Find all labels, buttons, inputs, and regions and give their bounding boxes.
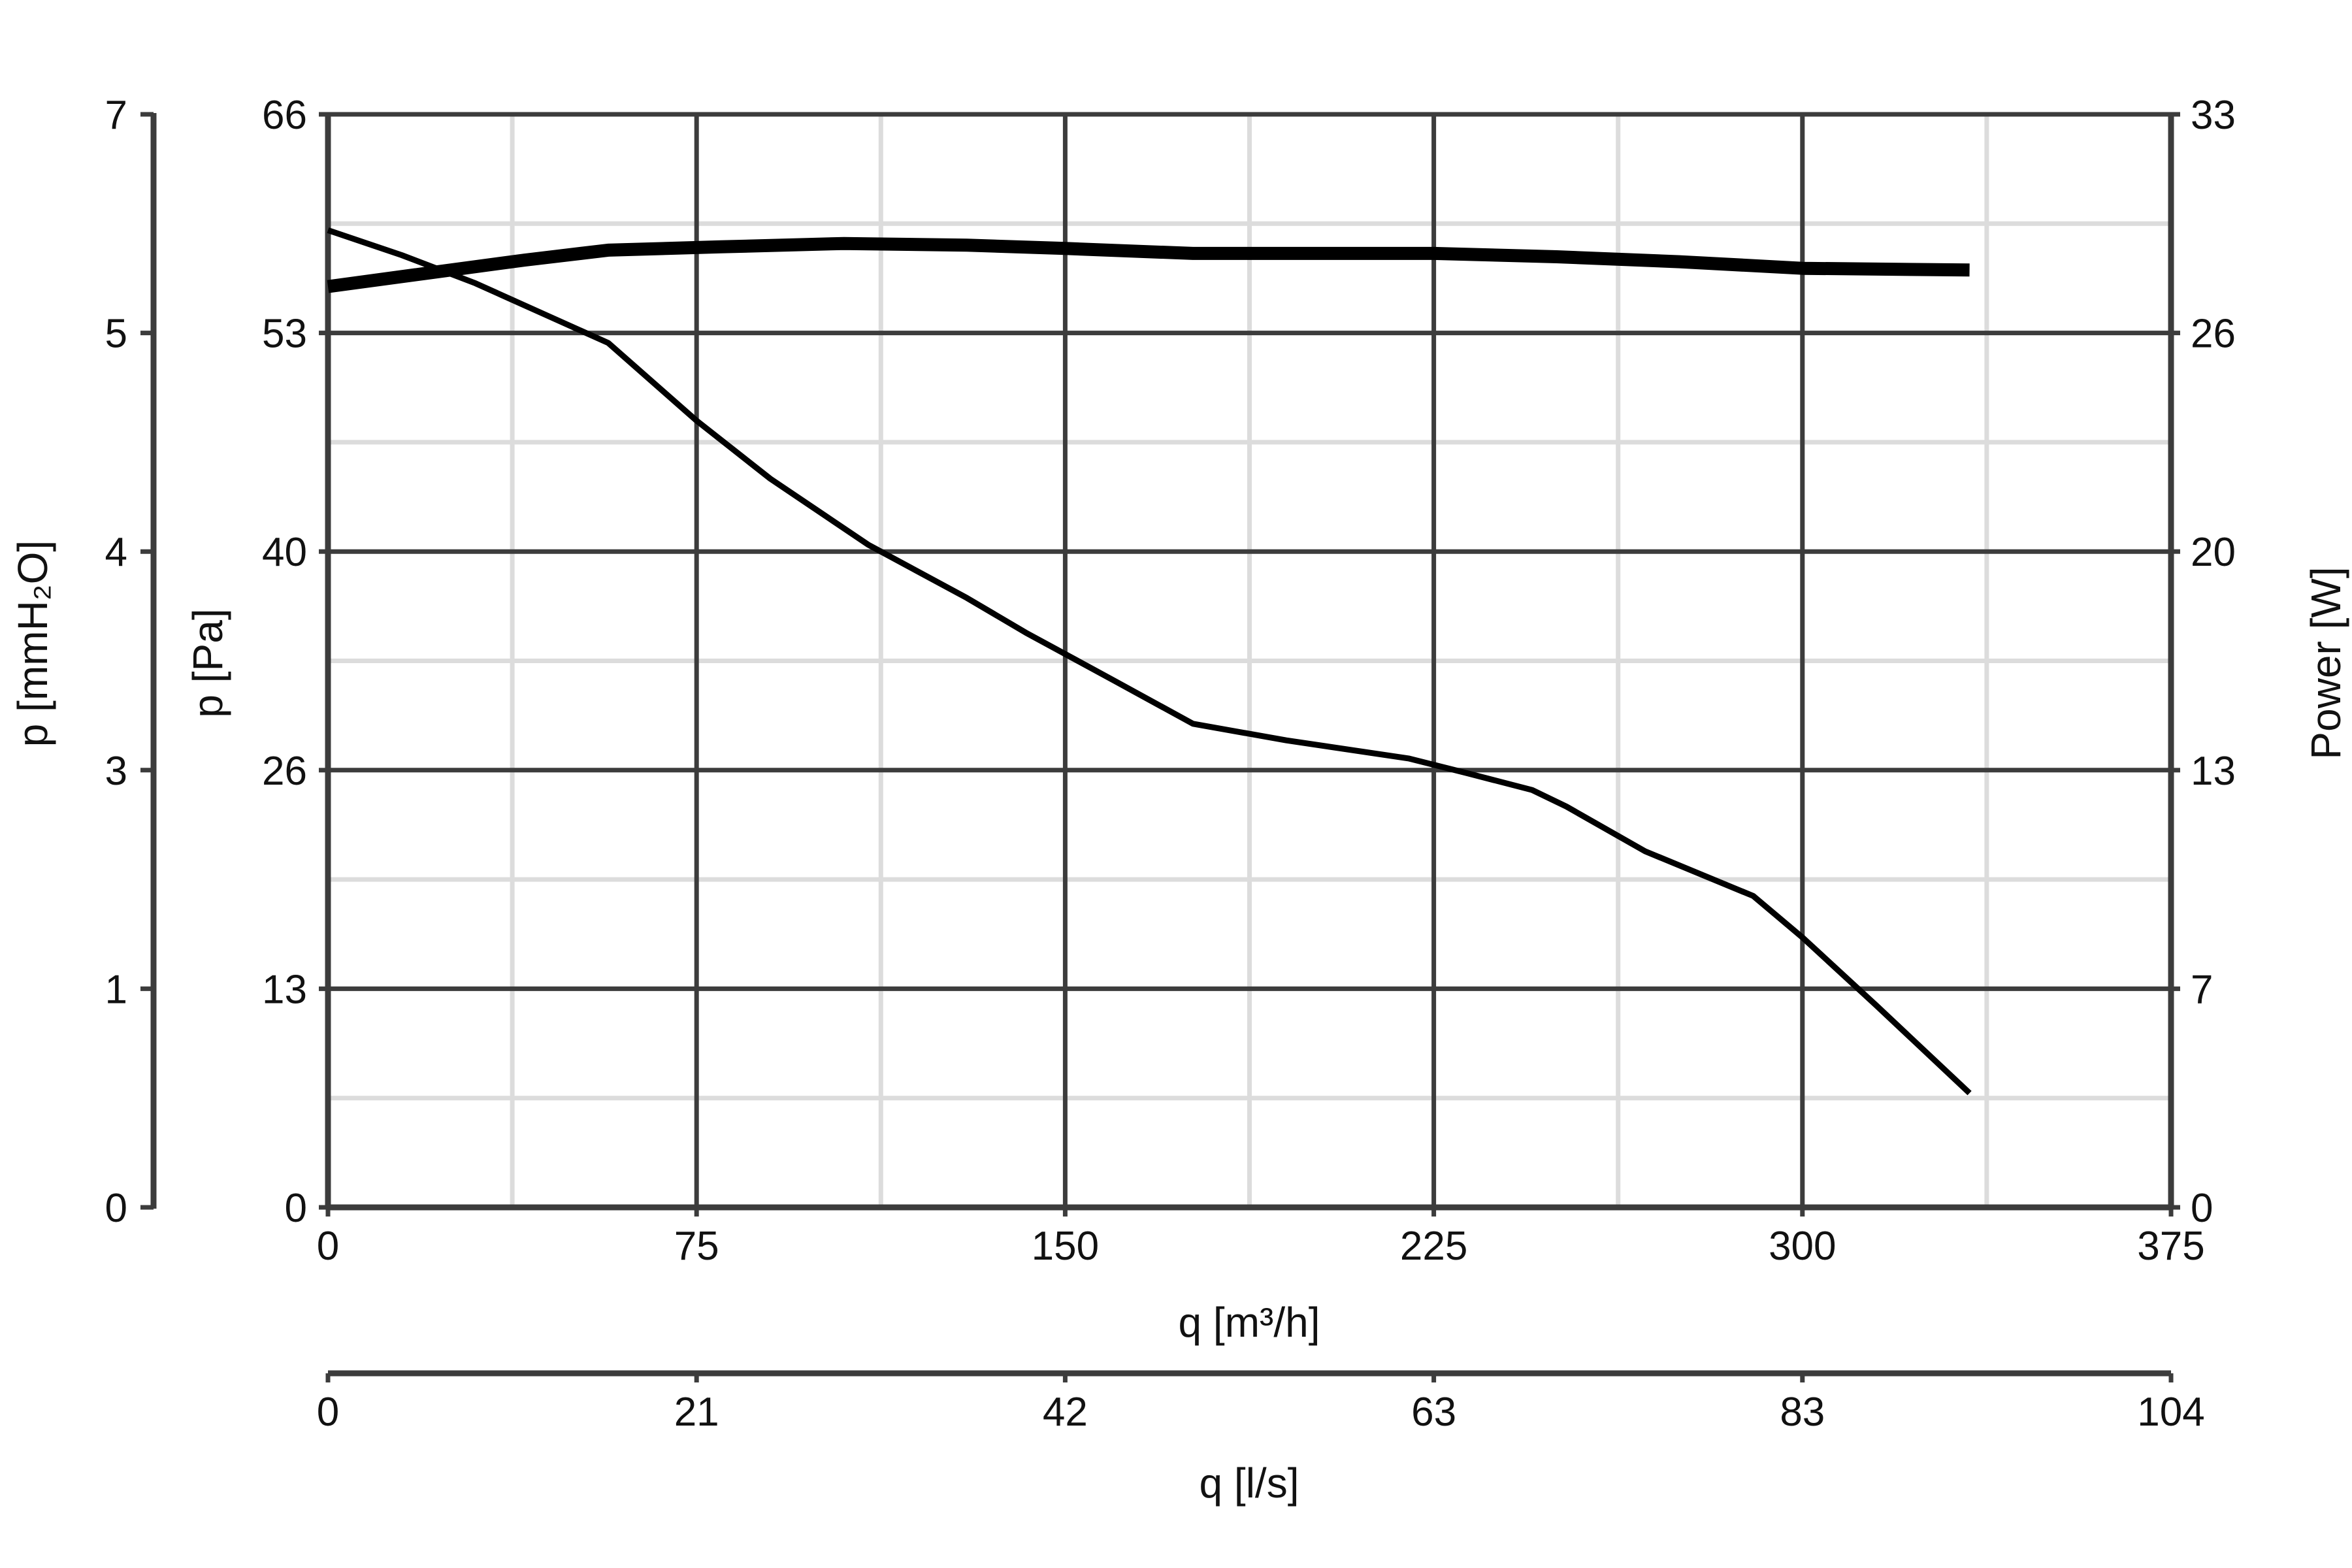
y-power-tick-label: 26 bbox=[2191, 312, 2236, 357]
curves bbox=[327, 227, 1972, 1096]
x-tick-label: 225 bbox=[1400, 1224, 1467, 1269]
x2-tick-label: 21 bbox=[674, 1390, 719, 1435]
y-power-tick-label: 13 bbox=[2191, 749, 2236, 794]
x-tick-label: 300 bbox=[1769, 1224, 1836, 1269]
x2-tick-label: 83 bbox=[1780, 1390, 1825, 1435]
pressure-curve bbox=[327, 227, 1972, 1096]
y-power-tick-label: 20 bbox=[2191, 530, 2236, 575]
y-pa-tick-label: 40 bbox=[262, 530, 307, 575]
x2-tick-label: 63 bbox=[1411, 1390, 1456, 1435]
y-mmh2o-tick-label: 7 bbox=[105, 93, 127, 138]
x2-tick-label: 0 bbox=[317, 1390, 339, 1435]
x-tick-label: 75 bbox=[674, 1224, 719, 1269]
y-pa-tick-label: 66 bbox=[262, 93, 307, 138]
x-tick-label: 375 bbox=[2137, 1224, 2204, 1269]
x2-tick-label: 42 bbox=[1043, 1390, 1088, 1435]
y-pa-tick-label: 13 bbox=[262, 967, 307, 1012]
y-mmh2o-tick-label: 5 bbox=[105, 312, 127, 357]
x-tick-label: 0 bbox=[317, 1224, 339, 1269]
y-pa-tick-label: 0 bbox=[285, 1186, 307, 1231]
y-axis-mmh2o-title: p [mmH₂O] bbox=[9, 540, 56, 747]
x2-axis-title: q [l/s] bbox=[1200, 1460, 1299, 1507]
axes bbox=[140, 112, 2180, 1382]
x-axis-title: q [m³/h] bbox=[1179, 1299, 1320, 1346]
y-power-tick-label: 33 bbox=[2191, 93, 2236, 138]
y-mmh2o-tick-label: 3 bbox=[105, 749, 127, 794]
y-pa-tick-label: 53 bbox=[262, 312, 307, 357]
x-tick-label: 150 bbox=[1032, 1224, 1099, 1269]
y-power-tick-label: 7 bbox=[2191, 967, 2213, 1012]
x2-tick-label: 104 bbox=[2137, 1390, 2204, 1435]
y-mmh2o-tick-label: 0 bbox=[105, 1186, 127, 1231]
y-axis-power-title: Power [W] bbox=[2302, 566, 2349, 759]
y-mmh2o-tick-label: 4 bbox=[105, 530, 127, 575]
y-power-tick-label: 0 bbox=[2191, 1186, 2213, 1231]
power-curve bbox=[327, 237, 1970, 293]
y-axis-pa-title: p [Pa] bbox=[184, 608, 231, 717]
y-mmh2o-tick-label: 1 bbox=[105, 967, 127, 1012]
minor-grid bbox=[328, 114, 2171, 1207]
y-pa-tick-label: 26 bbox=[262, 749, 307, 794]
